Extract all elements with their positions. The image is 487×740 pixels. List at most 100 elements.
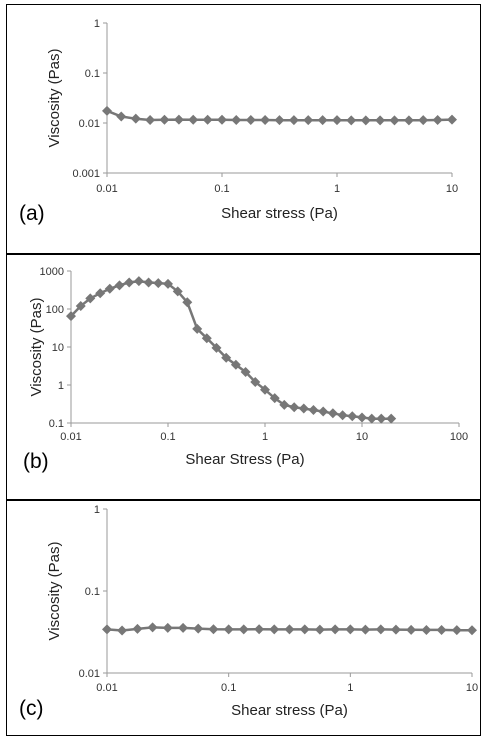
data-point-marker bbox=[145, 114, 156, 125]
y-tick-label: 1 bbox=[94, 18, 100, 30]
data-point-marker bbox=[217, 114, 227, 125]
chart-panel-c: 0.01 0.1 1 0.01 0.1 1 10 Viscosity (Pas) Shear s… bbox=[6, 500, 481, 736]
data-point-marker bbox=[162, 622, 173, 633]
x-axis-title: Shear stress (Pa) bbox=[221, 205, 338, 222]
panel-label: (b) bbox=[23, 450, 49, 473]
x-tick-label: 0.01 bbox=[96, 183, 117, 195]
data-point-marker bbox=[260, 384, 270, 395]
data-point-marker bbox=[133, 276, 144, 287]
data-point-marker bbox=[390, 624, 401, 635]
data-point-marker bbox=[201, 333, 212, 344]
data-point-marker bbox=[208, 624, 219, 635]
data-point-marker bbox=[318, 406, 329, 417]
data-point-marker bbox=[330, 624, 341, 635]
data-point-marker bbox=[289, 402, 300, 413]
data-point-marker bbox=[357, 412, 367, 423]
data-point-marker bbox=[274, 115, 285, 126]
data-point-marker bbox=[467, 625, 477, 636]
y-tick-label: 1 bbox=[94, 504, 100, 516]
data-point-marker bbox=[153, 278, 164, 289]
y-tick-label: 0.01 bbox=[79, 118, 100, 130]
panel-label: (a) bbox=[19, 202, 45, 225]
x-tick-label: 0.01 bbox=[60, 431, 81, 443]
data-point-marker bbox=[254, 624, 265, 635]
data-point-marker bbox=[298, 403, 309, 414]
y-tick-label: 1 bbox=[58, 380, 64, 392]
data-point-marker bbox=[245, 114, 256, 125]
y-tick-label: 0.001 bbox=[72, 168, 100, 180]
data-point-marker bbox=[260, 114, 271, 125]
data-point-marker bbox=[403, 115, 414, 126]
data-point-marker bbox=[240, 366, 251, 377]
y-tick-label: 0.1 bbox=[49, 418, 64, 430]
data-point-marker bbox=[116, 111, 127, 122]
data-point-marker bbox=[327, 408, 338, 419]
y-tick-label: 10 bbox=[52, 342, 64, 354]
x-tick-label: 100 bbox=[450, 431, 468, 443]
data-point-marker bbox=[178, 622, 189, 633]
data-point-marker bbox=[376, 413, 387, 424]
data-point-marker bbox=[188, 114, 199, 125]
data-point-marker bbox=[432, 114, 443, 125]
data-point-marker bbox=[337, 410, 348, 421]
y-axis-title: Viscosity (Pas) bbox=[46, 542, 63, 641]
x-tick-label: 0.1 bbox=[160, 431, 175, 443]
data-point-marker bbox=[347, 411, 358, 422]
series-line bbox=[70, 279, 392, 420]
data-point-marker bbox=[230, 359, 241, 370]
chart-c-svg: 0.01 0.1 1 0.01 0.1 1 10 Viscosity (Pas) Shear s… bbox=[19, 504, 478, 720]
data-point-marker bbox=[451, 625, 462, 636]
data-point-marker bbox=[317, 115, 328, 126]
data-point-marker bbox=[102, 624, 112, 635]
data-point-marker bbox=[386, 413, 397, 424]
data-point-marker bbox=[421, 624, 432, 635]
y-tick-label: 0.01 bbox=[79, 668, 100, 680]
x-axis-title: Shear Stress (Pa) bbox=[185, 451, 304, 468]
x-tick-label: 10 bbox=[466, 682, 478, 694]
data-point-marker bbox=[193, 623, 204, 634]
data-point-marker bbox=[375, 624, 386, 635]
data-point-marker bbox=[85, 293, 96, 304]
data-point-marker bbox=[308, 404, 319, 415]
data-point-marker bbox=[238, 624, 249, 635]
y-axis-title: Viscosity (Pas) bbox=[28, 298, 45, 397]
y-axis-title: Viscosity (Pas) bbox=[46, 49, 63, 148]
data-point-marker bbox=[360, 115, 371, 126]
y-tick-label: 1000 bbox=[40, 266, 64, 278]
x-tick-label: 0.1 bbox=[221, 682, 236, 694]
y-tick-label: 0.1 bbox=[85, 586, 100, 598]
data-point-marker bbox=[269, 393, 280, 404]
data-point-marker bbox=[288, 115, 299, 126]
data-point-marker bbox=[102, 105, 112, 116]
data-point-marker bbox=[182, 297, 193, 308]
panel-label: (c) bbox=[19, 697, 44, 720]
data-point-marker bbox=[132, 623, 143, 634]
x-tick-label: 1 bbox=[334, 183, 340, 195]
data-point-marker bbox=[163, 278, 173, 289]
data-point-marker bbox=[66, 311, 76, 322]
data-point-marker bbox=[284, 624, 295, 635]
data-point-marker bbox=[159, 114, 170, 125]
data-point-marker bbox=[231, 114, 242, 125]
data-point-marker bbox=[124, 277, 135, 288]
x-axis-title: Shear stress (Pa) bbox=[231, 702, 348, 719]
y-tick-label: 0.1 bbox=[85, 68, 100, 80]
data-point-marker bbox=[223, 624, 234, 635]
data-point-marker bbox=[269, 624, 280, 635]
data-point-marker bbox=[75, 300, 86, 311]
data-point-marker bbox=[202, 114, 213, 125]
data-point-marker bbox=[389, 115, 400, 126]
data-point-marker bbox=[360, 624, 371, 635]
x-tick-label: 10 bbox=[446, 183, 458, 195]
x-tick-label: 1 bbox=[262, 431, 268, 443]
data-point-marker bbox=[130, 113, 141, 124]
data-point-marker bbox=[345, 624, 356, 635]
x-tick-label: 0.01 bbox=[96, 682, 117, 694]
data-point-marker bbox=[104, 283, 115, 294]
data-point-marker bbox=[143, 277, 154, 288]
data-point-marker bbox=[447, 114, 457, 125]
x-tick-label: 0.1 bbox=[214, 183, 229, 195]
data-point-marker bbox=[147, 622, 158, 633]
data-point-marker bbox=[117, 625, 128, 636]
